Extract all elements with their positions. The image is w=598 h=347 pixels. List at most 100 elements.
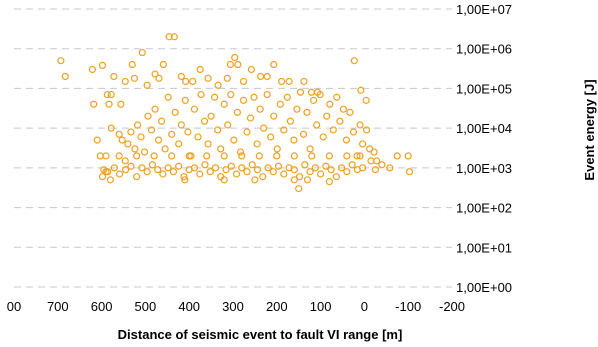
data-point: [138, 164, 146, 172]
data-point: [159, 170, 167, 178]
data-point: [295, 185, 303, 193]
data-point: [110, 164, 118, 172]
data-point: [274, 162, 283, 170]
data-point: [296, 88, 305, 96]
data-point: [357, 86, 365, 94]
data-point: [214, 81, 222, 89]
data-point: [222, 166, 230, 174]
data-point: [290, 152, 298, 160]
data-point: [322, 162, 330, 170]
data-points: [57, 33, 414, 193]
data-point: [256, 105, 264, 113]
data-point: [325, 178, 333, 186]
data-point: [180, 173, 188, 181]
data-point: [151, 105, 159, 113]
data-point: [243, 168, 251, 176]
x-tick-label: 500: [135, 299, 157, 314]
data-point: [220, 176, 228, 184]
data-point: [253, 140, 261, 148]
data-point: [128, 60, 136, 69]
data-point: [303, 108, 311, 116]
data-point: [103, 90, 111, 99]
data-point: [165, 33, 173, 41]
data-point: [100, 166, 108, 174]
data-point: [367, 157, 375, 165]
data-point: [313, 121, 321, 129]
data-point: [273, 152, 281, 160]
data-point: [104, 168, 112, 176]
data-point: [280, 126, 288, 134]
data-point: [236, 148, 245, 156]
data-point: [234, 60, 242, 69]
data-point: [238, 164, 246, 172]
data-point: [169, 168, 178, 176]
data-point: [248, 161, 256, 169]
data-point: [269, 168, 277, 176]
data-point: [175, 162, 183, 170]
data-point: [378, 161, 386, 169]
data-point: [161, 145, 169, 153]
data-point: [158, 117, 166, 125]
data-point: [251, 176, 259, 184]
data-point: [290, 136, 298, 144]
data-point: [190, 105, 199, 113]
y-tick-label: 1,00E+04: [456, 121, 512, 136]
data-point: [273, 145, 281, 153]
data-point: [256, 72, 265, 81]
data-point: [286, 117, 294, 125]
data-point: [224, 121, 232, 129]
x-tick-label: 200: [266, 299, 288, 314]
data-point: [405, 168, 414, 176]
y-tick-labels: 1,00E+00 1,00E+01 1,00E+02 1,00E+03 1,00E+04…: [456, 2, 512, 295]
data-point: [147, 126, 156, 134]
y-axis-title: Event energy [J]: [582, 79, 597, 180]
data-point: [131, 145, 139, 153]
data-point: [90, 100, 98, 108]
data-point: [316, 90, 324, 99]
data-point: [223, 74, 231, 82]
data-point: [243, 128, 251, 136]
data-point: [317, 170, 325, 178]
data-point: [370, 148, 378, 156]
data-point: [301, 161, 309, 169]
data-point: [170, 33, 178, 41]
data-point: [107, 124, 115, 132]
data-point: [107, 90, 115, 99]
data-point: [206, 168, 214, 176]
data-point: [309, 96, 318, 104]
data-point: [325, 152, 333, 160]
data-point: [124, 140, 132, 148]
gridlines: [14, 8, 452, 288]
data-point: [88, 65, 97, 74]
data-point: [333, 93, 341, 101]
data-point: [220, 100, 228, 108]
data-point: [184, 128, 192, 136]
data-point: [332, 173, 340, 181]
data-point: [211, 164, 220, 172]
data-point: [102, 152, 110, 160]
data-point: [356, 121, 364, 129]
data-point: [182, 77, 190, 86]
y-tick-label: 1,00E+01: [456, 240, 512, 255]
data-point: [362, 96, 370, 104]
data-point: [181, 96, 189, 104]
data-point: [177, 121, 185, 129]
data-point: [98, 61, 107, 70]
x-tick-label: -100: [395, 299, 421, 314]
data-point: [93, 136, 101, 144]
data-point: [270, 112, 278, 120]
data-point: [168, 130, 176, 138]
data-point: [311, 164, 319, 172]
data-point: [143, 81, 151, 89]
data-point: [326, 100, 334, 108]
data-point: [143, 168, 151, 176]
data-point: [181, 176, 189, 184]
data-point: [133, 152, 141, 160]
y-tick-label: 1,00E+02: [456, 201, 512, 216]
data-point: [171, 108, 179, 116]
data-point: [255, 152, 263, 160]
data-point: [239, 77, 248, 86]
x-tick-label: -200: [439, 299, 465, 314]
data-point: [150, 152, 158, 160]
